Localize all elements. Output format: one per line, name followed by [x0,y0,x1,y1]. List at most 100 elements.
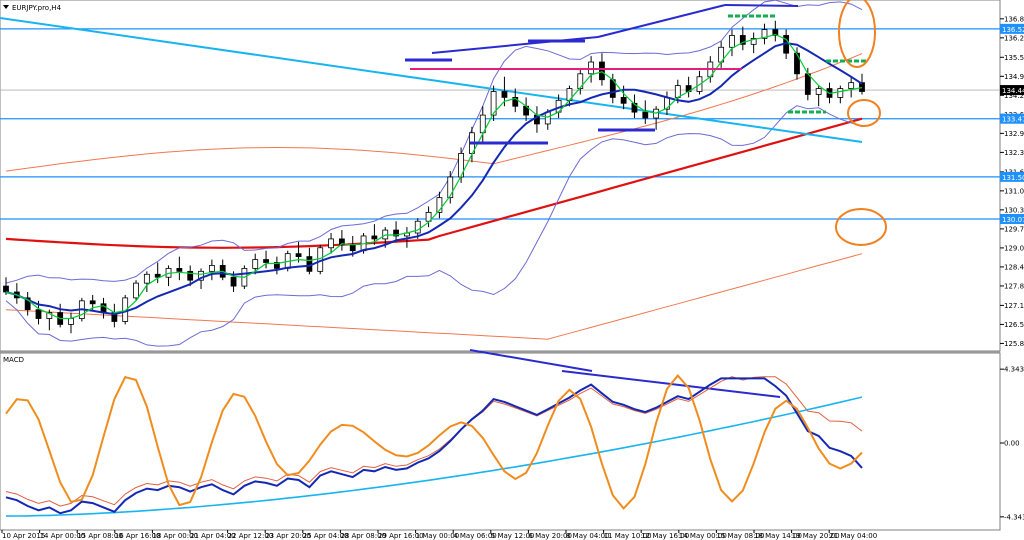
time-tick-label: 19 May 20:00 [792,532,840,540]
indicator-scale[interactable]: 4.3438 0.00 -4.3438 [1000,366,1024,522]
trendline-top-3[interactable] [724,4,799,7]
ellipse-highlight-3[interactable] [835,208,887,246]
price-tick-label: 134.270 [1004,92,1024,100]
chart-title: EURJPY.pro,H4 [3,4,62,12]
trendline-cyan[interactable] [0,17,863,143]
bollinger-upper-line [5,0,863,284]
time-tick-label: 28 Apr 08:00 [340,532,386,540]
horizontal-levels [0,28,1000,220]
price-tag-box [1000,213,1024,224]
candle [273,262,280,269]
candle [447,176,454,199]
macd-slow-line [5,396,863,517]
time-tick-label: 18 May 14:00 [754,532,802,540]
price-tag-box [1000,23,1024,34]
indicator-label: MACD [3,356,24,364]
time-tick-label: 4 May 06:00 [453,532,497,540]
candle [620,96,627,104]
candle [501,91,508,98]
candle [414,220,421,234]
candle [328,238,334,249]
candle [588,61,595,75]
price-tick-label: 128.450 [1004,263,1024,271]
time-tick-label: 12 May 16:00 [641,532,689,540]
candle [772,29,779,36]
ma-mid-line [5,42,863,316]
candle [815,88,822,95]
candle [512,96,519,107]
ellipse-highlight-1[interactable] [838,0,876,68]
drawn-objects[interactable] [405,0,887,246]
price-tag-label: 133.477 [1002,116,1024,124]
price-tags: 136.525 134.449 133.477 131.505 130.076 [1000,23,1024,224]
candle [295,253,302,258]
candle [761,29,768,39]
candle [804,73,811,95]
price-tick-label: 127.145 [1004,302,1024,310]
candle [371,235,378,240]
time-tick-label: 8 May 04:00 [566,532,610,540]
candle [837,88,844,98]
candle [198,270,204,281]
time-tick-label: 11 May 10:00 [604,532,652,540]
candle [425,211,432,222]
candle [544,111,551,125]
candle [68,318,74,325]
candle [729,35,735,48]
candle [848,82,855,89]
ma-fast-line [5,33,863,320]
candle [133,282,139,299]
candle [349,244,356,252]
candle [3,285,9,293]
time-tick-label: 21 Apr 04:00 [190,532,236,540]
trendline-top-2[interactable] [597,4,726,38]
candle [642,111,649,119]
candle [859,82,865,92]
time-tick-label: 1 May 00:00 [416,532,460,540]
price-scale[interactable]: 136.865136.220135.560134.915134.270133.6… [1000,15,1024,348]
ellipse-highlight-2[interactable] [847,99,881,127]
price-tag-label: 131.505 [1002,174,1024,182]
price-tick-label: 125.855 [1004,340,1024,348]
candle [739,35,746,45]
price-tag-box [1000,113,1024,124]
candle [35,309,42,319]
time-tick-label: 14 May 00:00 [679,532,727,540]
price-tick-label: 135.560 [1004,54,1024,62]
time-tick-label: 10 Apr 2015 [2,532,45,540]
price-tag-box [1000,85,1024,96]
time-tick-label: 29 Apr 16:00 [378,532,424,540]
time-tick-label: 16 Apr 16:00 [115,532,161,540]
candle [230,276,237,287]
chart-title-text: EURJPY.pro,H4 [12,4,62,12]
indicator-tick-label: 0.00 [1004,440,1020,448]
price-tick-label: 129.095 [1004,244,1024,252]
macd-trendline-1[interactable] [469,349,593,372]
indicator-pane-frame [0,352,1001,531]
candle [338,238,345,246]
caret-down-icon [3,5,9,9]
candle [577,73,584,89]
price-pane-frame [0,0,1001,352]
candle [490,91,497,116]
candle [208,265,215,272]
macd-main-line [5,377,863,515]
candle [143,273,150,284]
time-tick-label: 22 Apr 12:00 [228,532,274,540]
candle [154,273,161,278]
price-tick-label: 136.865 [1004,15,1024,23]
candle [631,102,638,113]
price-tick-label: 132.335 [1004,149,1024,157]
price-tick-label: 130.385 [1004,206,1024,214]
candle [24,297,31,311]
bollinger-lower-line [5,105,863,347]
envelope-upper-line [5,53,863,172]
price-tick-label: 126.500 [1004,321,1024,329]
price-tick-label: 136.220 [1004,34,1024,42]
candle [436,197,443,213]
macd-signal-line [5,376,863,507]
oscillator-line [5,374,863,510]
